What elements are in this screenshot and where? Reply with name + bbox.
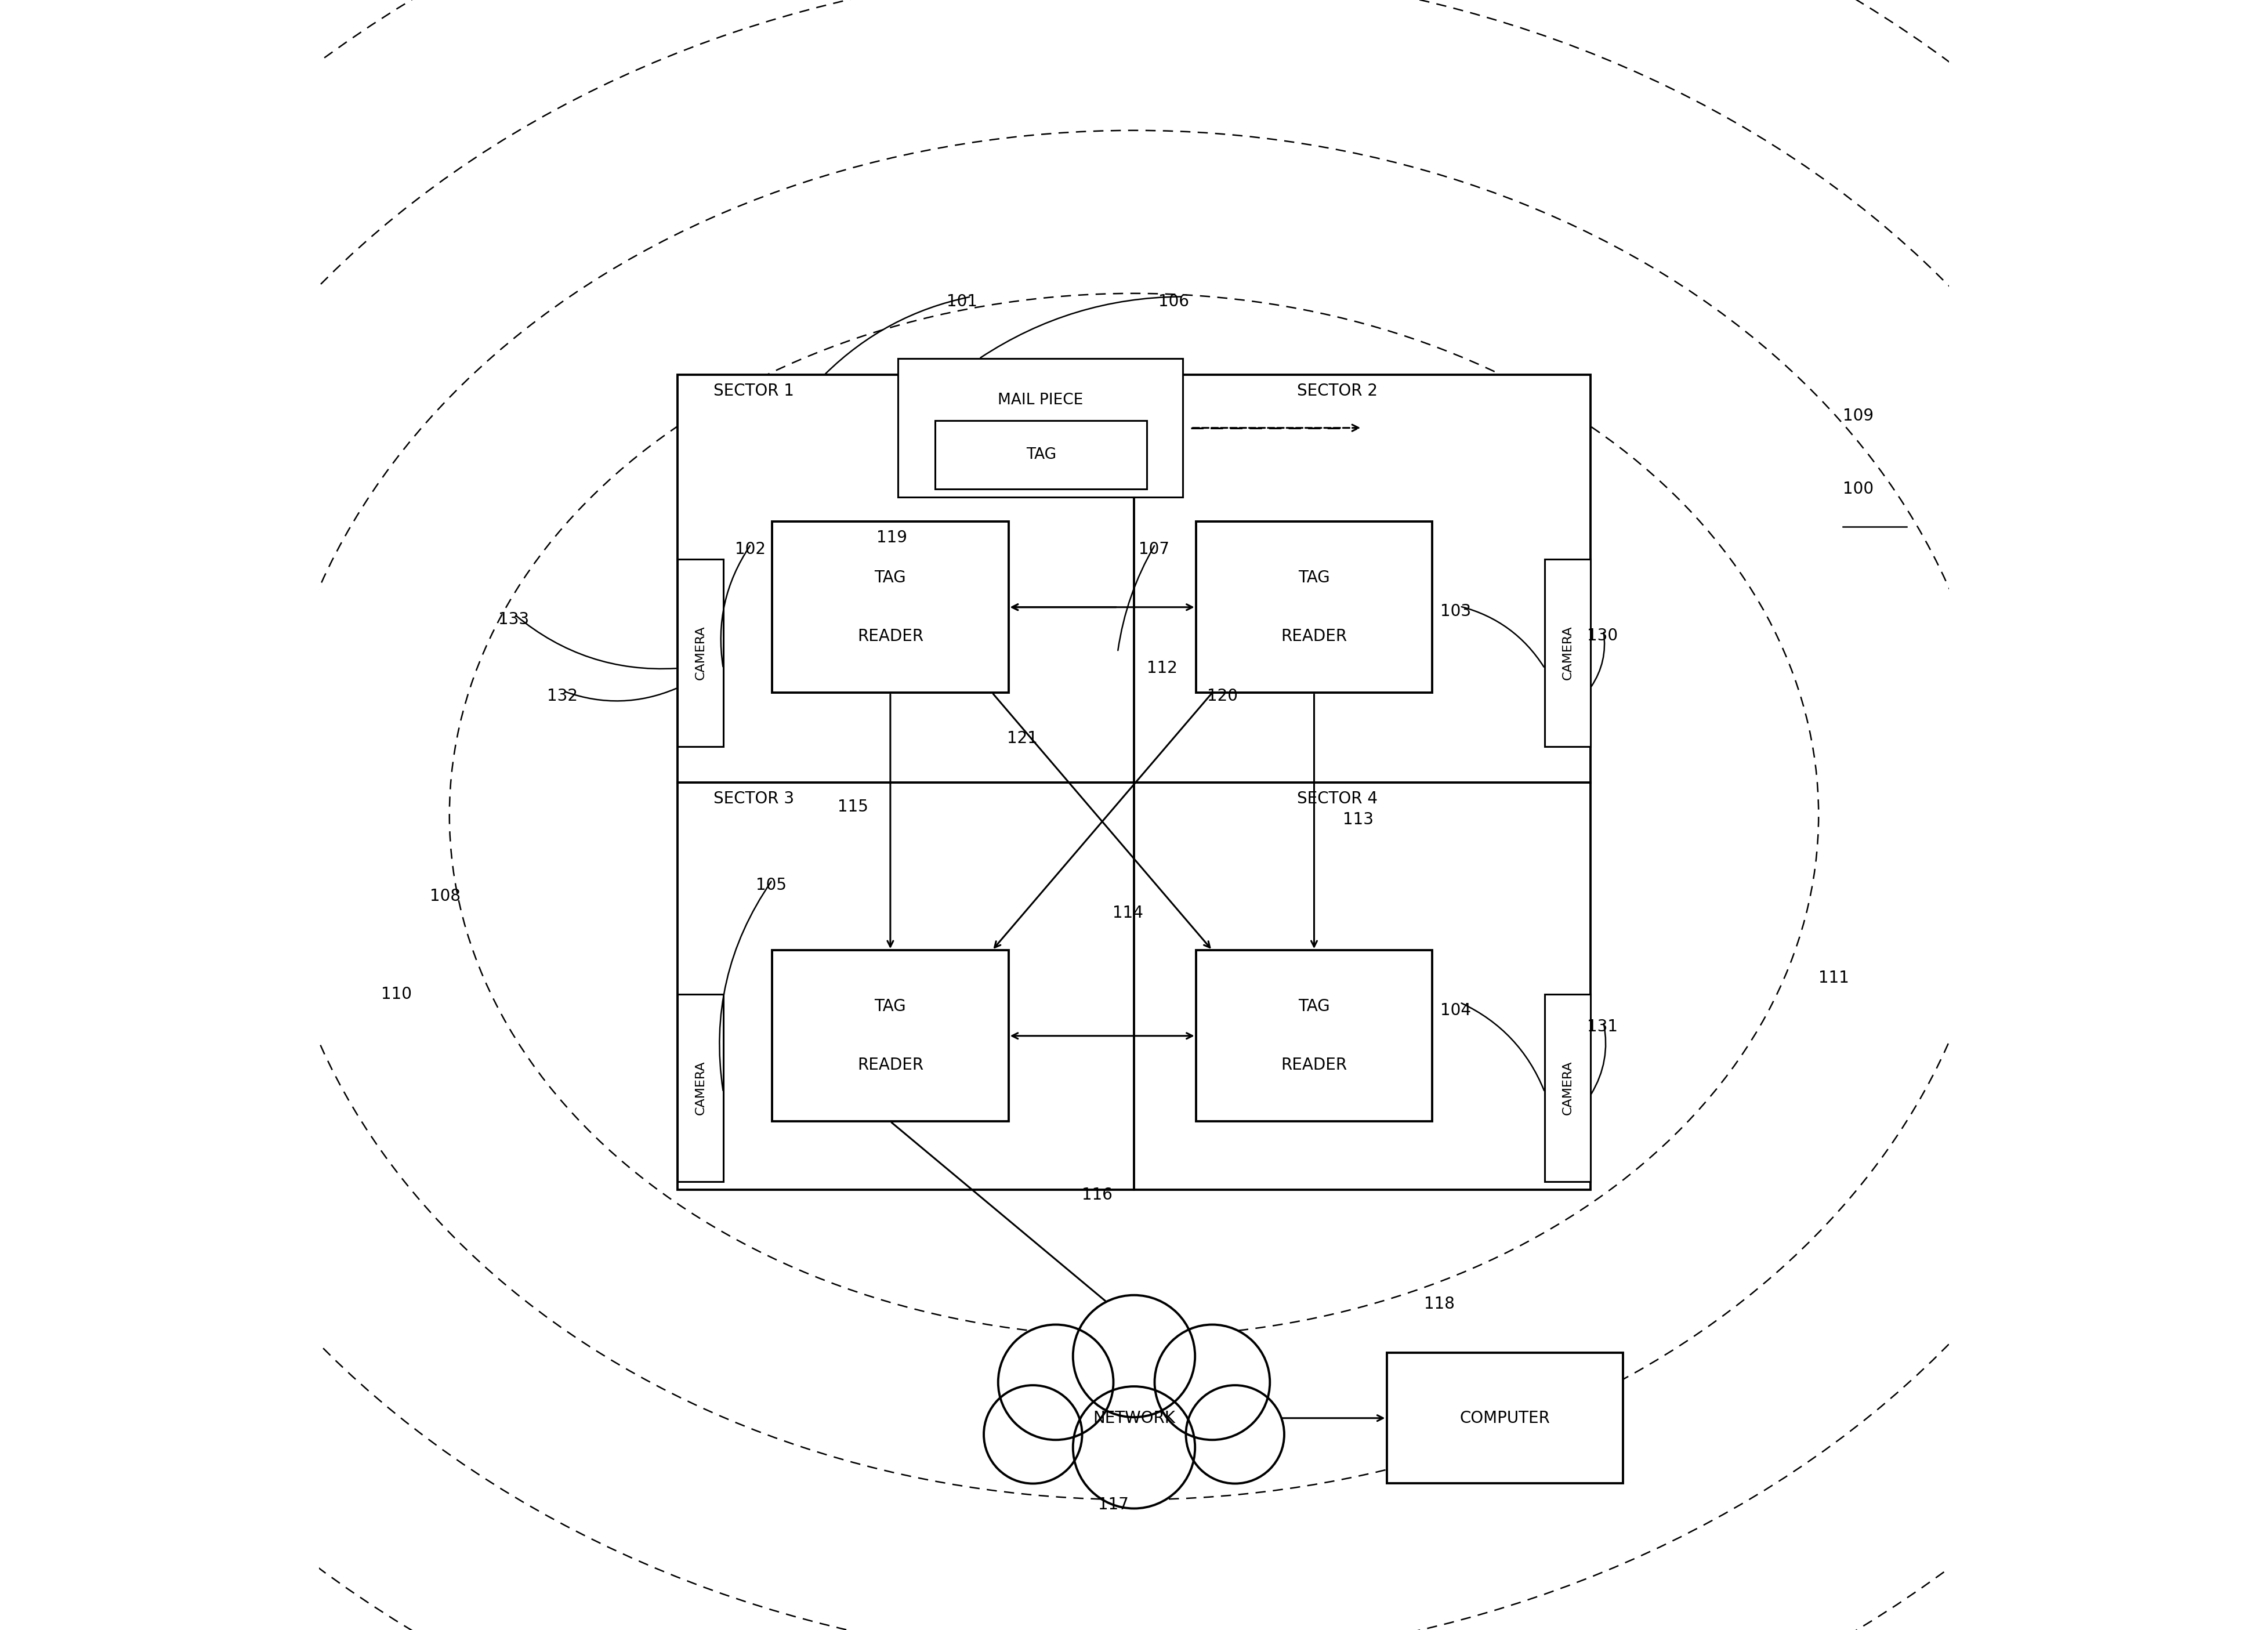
Text: 106: 106 xyxy=(1159,293,1188,310)
Bar xyxy=(678,375,1590,1190)
Text: COMPUTER: COMPUTER xyxy=(1461,1410,1549,1426)
Text: 110: 110 xyxy=(381,986,413,1002)
Text: READER: READER xyxy=(1281,629,1347,644)
Text: TAG: TAG xyxy=(875,999,907,1014)
Circle shape xyxy=(1154,1325,1270,1439)
Text: READER: READER xyxy=(1281,1058,1347,1073)
Text: 133: 133 xyxy=(499,611,528,628)
Bar xyxy=(1195,522,1433,693)
Circle shape xyxy=(984,1386,1082,1483)
Text: CAMERA: CAMERA xyxy=(1563,626,1574,680)
Text: TAG: TAG xyxy=(1297,999,1329,1014)
Text: 102: 102 xyxy=(735,541,764,557)
Text: 130: 130 xyxy=(1588,628,1617,644)
Bar xyxy=(1545,559,1590,747)
Text: NETWORK: NETWORK xyxy=(1093,1410,1175,1426)
Text: 100: 100 xyxy=(1844,481,1873,497)
Text: 112: 112 xyxy=(1148,660,1177,676)
Bar xyxy=(1545,994,1590,1182)
Text: SECTOR 4: SECTOR 4 xyxy=(1297,791,1377,807)
Text: 121: 121 xyxy=(1007,730,1036,747)
Text: 117: 117 xyxy=(1098,1496,1129,1513)
Bar xyxy=(678,559,723,747)
Text: READER: READER xyxy=(857,629,923,644)
Text: 101: 101 xyxy=(946,293,978,310)
Text: TAG: TAG xyxy=(1297,570,1329,585)
Circle shape xyxy=(1073,1387,1195,1508)
Bar xyxy=(771,950,1009,1121)
Text: 103: 103 xyxy=(1440,603,1472,619)
Text: 118: 118 xyxy=(1424,1296,1454,1312)
Circle shape xyxy=(1186,1386,1284,1483)
Text: 104: 104 xyxy=(1440,1002,1472,1019)
Text: 116: 116 xyxy=(1082,1187,1114,1203)
Text: MAIL PIECE: MAIL PIECE xyxy=(998,393,1084,408)
Text: 109: 109 xyxy=(1844,408,1873,424)
Bar xyxy=(771,522,1009,693)
Text: 115: 115 xyxy=(837,799,869,815)
Text: READER: READER xyxy=(857,1058,923,1073)
Bar xyxy=(898,359,1184,497)
Circle shape xyxy=(1073,1296,1195,1416)
Text: TAG: TAG xyxy=(1025,447,1057,463)
Text: 111: 111 xyxy=(1819,970,1848,986)
Text: CAMERA: CAMERA xyxy=(694,626,705,680)
Text: 119: 119 xyxy=(875,530,907,546)
Text: CAMERA: CAMERA xyxy=(694,1061,705,1115)
Bar xyxy=(934,421,1148,489)
Bar xyxy=(1386,1353,1624,1483)
Bar xyxy=(678,994,723,1182)
Text: SECTOR 1: SECTOR 1 xyxy=(714,383,794,399)
Circle shape xyxy=(998,1325,1114,1439)
Text: 120: 120 xyxy=(1207,688,1238,704)
Text: 108: 108 xyxy=(431,888,460,905)
Text: SECTOR 2: SECTOR 2 xyxy=(1297,383,1377,399)
Text: CAMERA: CAMERA xyxy=(1563,1061,1574,1115)
Text: 132: 132 xyxy=(547,688,578,704)
Text: SECTOR 3: SECTOR 3 xyxy=(714,791,794,807)
Text: 107: 107 xyxy=(1139,541,1170,557)
Text: 105: 105 xyxy=(755,877,787,893)
Bar xyxy=(1195,950,1433,1121)
Text: TAG: TAG xyxy=(875,570,907,585)
Text: 131: 131 xyxy=(1588,1019,1617,1035)
Text: 113: 113 xyxy=(1343,812,1374,828)
Text: 114: 114 xyxy=(1114,905,1143,921)
